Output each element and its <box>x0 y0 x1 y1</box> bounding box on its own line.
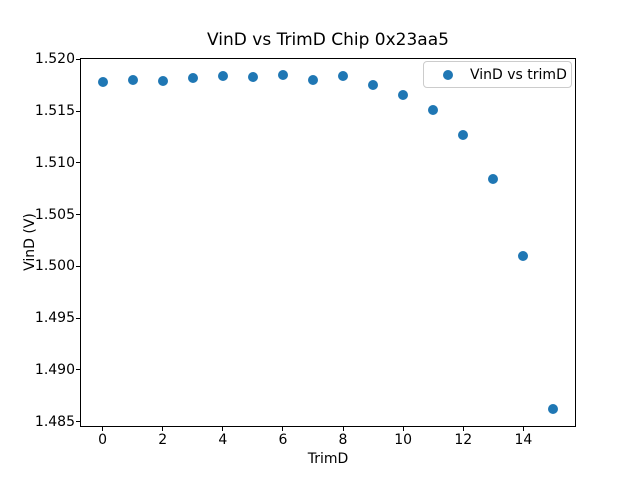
x-tick-mark <box>162 427 164 431</box>
x-tick-label: 6 <box>278 432 288 448</box>
data-point <box>127 75 138 86</box>
x-tick-mark <box>462 427 464 431</box>
x-tick-mark <box>402 427 404 431</box>
data-point <box>157 76 168 87</box>
x-tick-label: 2 <box>158 432 168 448</box>
y-tick-label: 1.485 <box>34 413 75 430</box>
y-tick-label: 1.505 <box>34 206 75 223</box>
data-point <box>428 105 439 116</box>
data-point <box>307 75 318 86</box>
x-tick-label: 8 <box>338 432 348 448</box>
y-tick-mark <box>76 58 80 60</box>
x-tick-label: 0 <box>98 432 107 448</box>
y-tick-mark <box>76 265 80 267</box>
y-tick-label: 1.510 <box>34 154 75 171</box>
y-tick-mark <box>76 369 80 371</box>
x-tick-label: 12 <box>454 432 473 448</box>
data-point <box>217 71 228 81</box>
data-point <box>97 77 108 88</box>
data-point <box>338 71 349 81</box>
data-point <box>398 89 409 100</box>
y-tick-mark <box>76 317 80 319</box>
x-tick-label: 4 <box>218 432 228 448</box>
y-tick-label: 1.490 <box>34 361 75 378</box>
legend: VinD vs trimD <box>423 61 572 88</box>
y-tick-mark <box>76 214 80 216</box>
y-tick-label: 1.515 <box>34 103 75 120</box>
data-point <box>548 404 559 415</box>
data-point <box>277 69 288 80</box>
x-tick-label: 10 <box>394 432 413 448</box>
legend-label: VinD vs trimD <box>470 66 567 83</box>
data-point <box>368 80 379 91</box>
x-tick-mark <box>522 427 524 431</box>
data-point <box>458 129 469 140</box>
x-tick-mark <box>342 427 344 431</box>
chart-title: VinD vs TrimD Chip 0x23aa5 <box>207 30 449 50</box>
data-point <box>518 251 529 261</box>
data-point <box>247 72 258 83</box>
y-tick-label: 1.495 <box>34 310 75 327</box>
y-tick-mark <box>76 421 80 423</box>
x-axis-label: TrimD <box>307 451 349 467</box>
data-point <box>187 73 198 84</box>
y-tick-label: 1.500 <box>34 258 75 275</box>
plot-area <box>80 58 576 427</box>
y-tick-mark <box>76 162 80 164</box>
x-tick-mark <box>102 427 104 431</box>
data-point <box>488 174 499 185</box>
x-tick-mark <box>222 427 224 431</box>
y-tick-label: 1.520 <box>34 51 75 68</box>
y-axis-label: VinD (V) <box>22 213 38 271</box>
x-tick-label: 14 <box>514 432 533 448</box>
legend-marker-icon <box>443 69 453 80</box>
x-tick-mark <box>282 427 284 431</box>
y-tick-mark <box>76 110 80 112</box>
